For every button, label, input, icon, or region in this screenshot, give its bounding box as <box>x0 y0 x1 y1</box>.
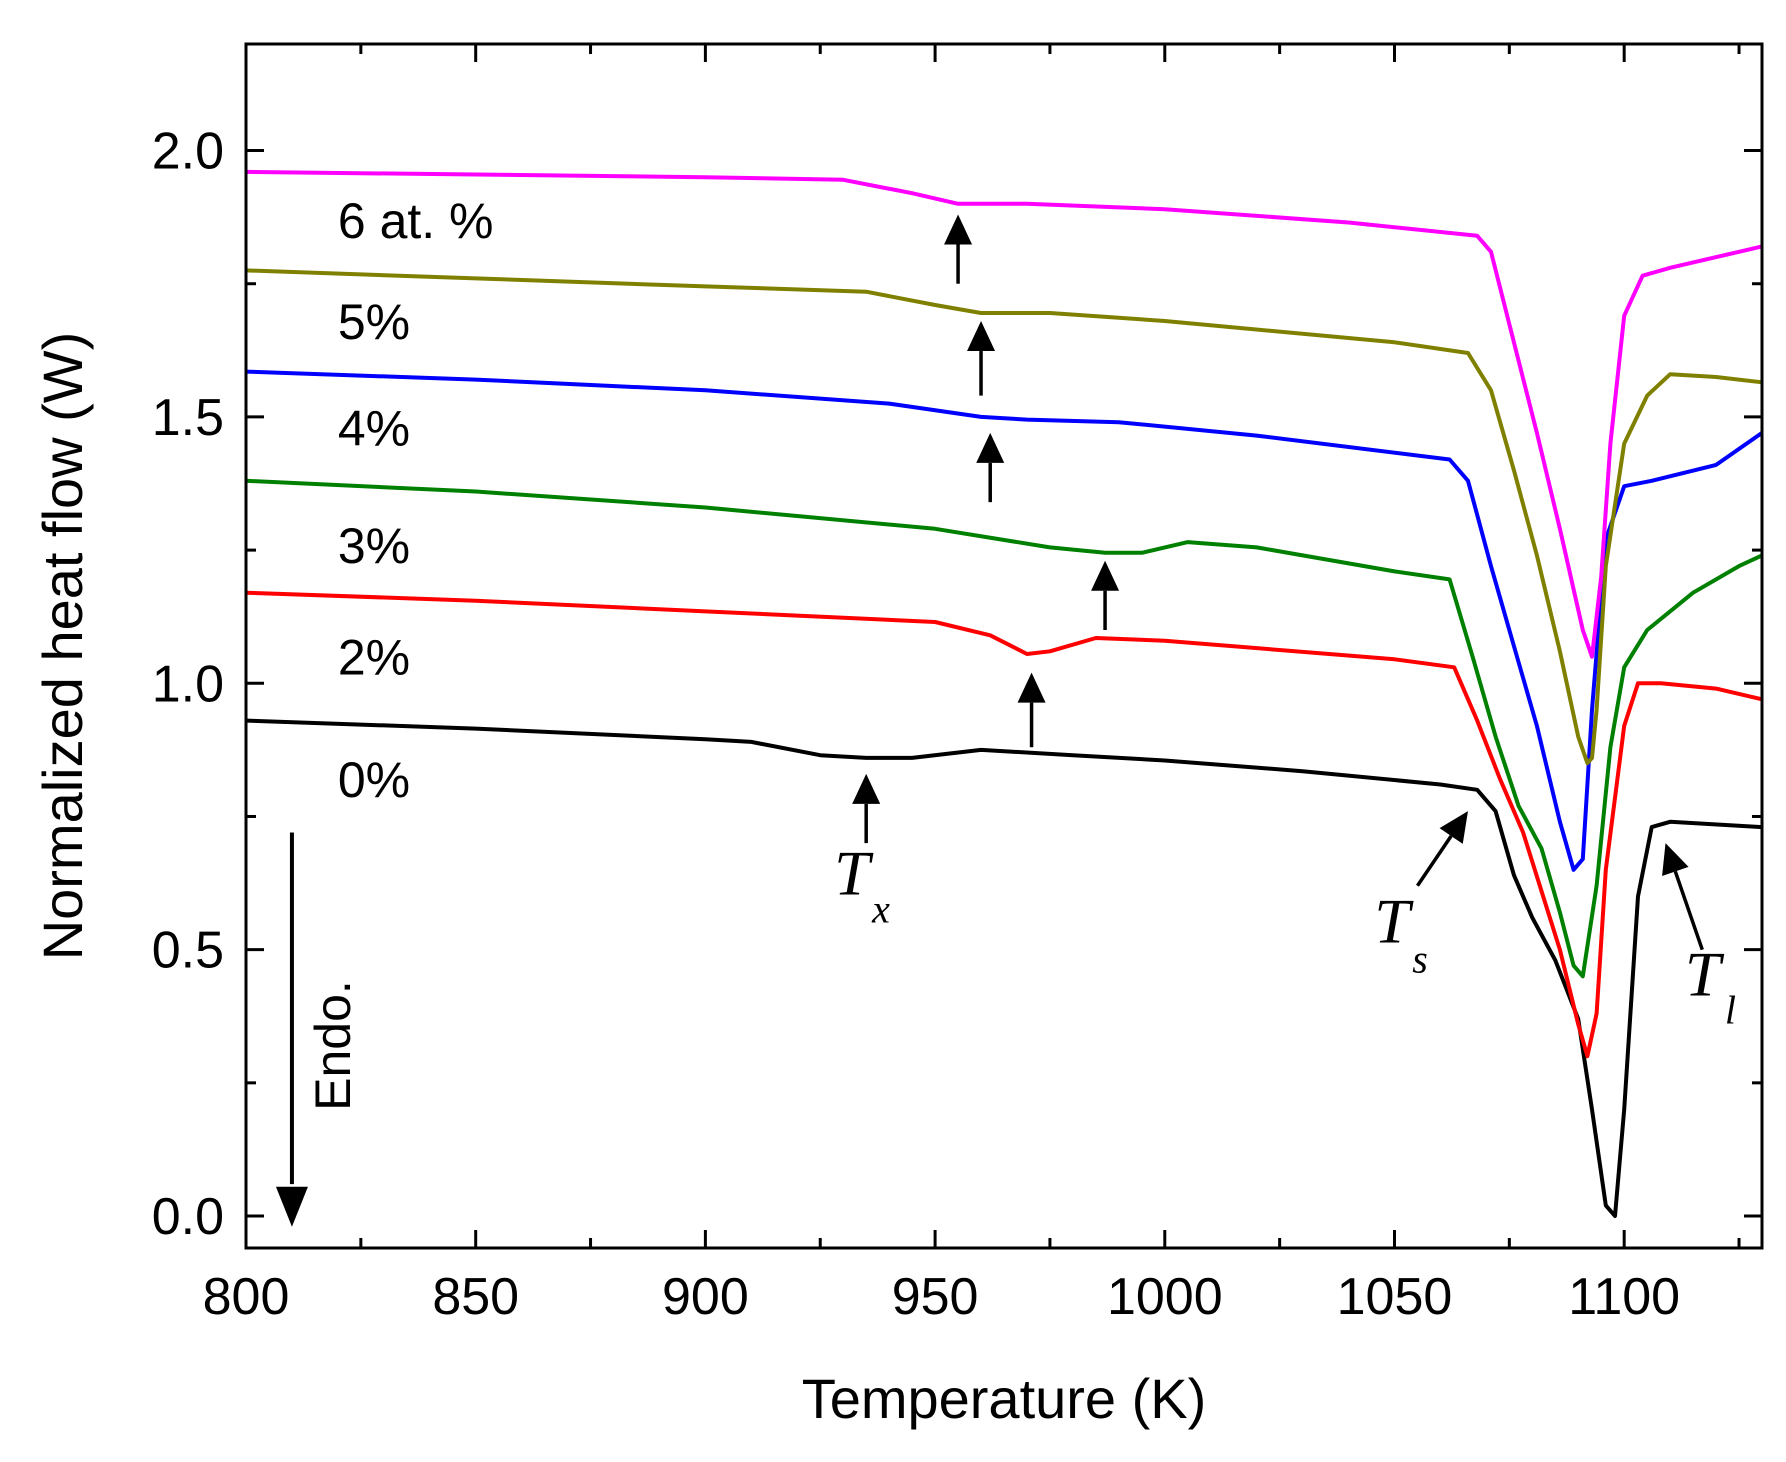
annotation-arrow-5 <box>852 773 881 844</box>
ticks-layer: 800 850 900 950 1000 1050 1100 0.0 0.5 1.0 1.5 2.0 <box>152 44 1762 1326</box>
tx-sub: x <box>871 886 890 931</box>
x-tick-label: 1000 <box>1107 1268 1223 1326</box>
tl-main: T <box>1685 939 1725 1010</box>
series-label-1: 2% <box>338 630 410 686</box>
tx-label: T x <box>834 837 890 931</box>
ts-main: T <box>1374 885 1414 956</box>
series-label-3: 4% <box>338 401 410 457</box>
y-tick-label: 0.0 <box>152 1188 224 1246</box>
x-tick-label: 1100 <box>1568 1268 1680 1326</box>
tl-sub: l <box>1725 988 1736 1033</box>
x-tick-label: 900 <box>662 1268 749 1326</box>
series-line-2 <box>245 478 1763 979</box>
series-line-4 <box>245 268 1763 766</box>
annotation-arrow-2 <box>976 432 1005 503</box>
y-tick-label: 2.0 <box>152 123 224 181</box>
x-tick-label: 1050 <box>1337 1268 1453 1326</box>
y-tick-label: 1.5 <box>152 389 224 447</box>
series-line-1 <box>245 590 1763 1059</box>
annotation-arrow-6 <box>1416 811 1468 887</box>
annotation-arrow-1 <box>967 321 996 396</box>
series-label-2: 3% <box>338 518 410 574</box>
ts-sub: s <box>1412 936 1428 981</box>
x-tick-label: 800 <box>203 1268 290 1326</box>
ts-label: T s <box>1374 885 1428 981</box>
series-line-3 <box>245 369 1764 872</box>
series-line-5 <box>245 169 1763 659</box>
x-tick-label: 950 <box>892 1268 979 1326</box>
annotation-arrow-3 <box>1091 560 1120 631</box>
annotation-arrow-7 <box>1662 843 1704 951</box>
tx-main: T <box>834 837 874 908</box>
x-tick-label: 850 <box>432 1268 519 1326</box>
series-line-0 <box>245 718 1763 1218</box>
y-tick-label: 1.0 <box>152 655 224 713</box>
annotation-arrow-0 <box>944 214 973 284</box>
x-axis-label: Temperature (K) <box>802 1367 1207 1430</box>
annotation-arrow-4 <box>1017 672 1046 748</box>
series-label-4: 5% <box>338 294 410 350</box>
annotations <box>852 214 1704 951</box>
series-layer <box>245 169 1764 1218</box>
endo-label: Endo. <box>305 980 361 1111</box>
endo-indicator: Endo. <box>275 832 361 1227</box>
series-label-5: 6 at. % <box>338 193 494 249</box>
tl-label: T l <box>1685 939 1736 1033</box>
y-tick-label: 0.5 <box>152 922 224 980</box>
endo-arrow-head <box>275 1186 308 1227</box>
series-label-0: 0% <box>338 752 410 808</box>
y-axis-label: Normalized heat flow (W) <box>31 332 94 961</box>
plot-frame <box>244 42 1764 1250</box>
series-labels: 0% 2% 3% 4% 5% 6 at. % <box>338 193 494 808</box>
